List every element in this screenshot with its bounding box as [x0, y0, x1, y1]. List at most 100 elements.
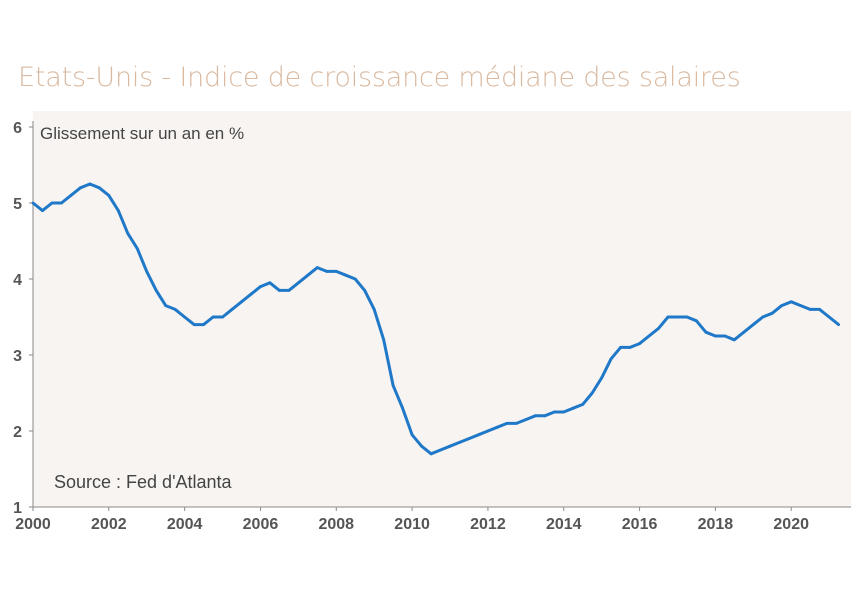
data-point — [647, 334, 651, 338]
data-point — [259, 285, 262, 288]
data-point — [50, 201, 54, 205]
data-point — [126, 232, 130, 235]
plot-background — [33, 111, 851, 507]
data-point — [600, 376, 604, 380]
chart-title: Etats-Unis - Indice de croissance médian… — [18, 62, 741, 93]
data-point — [467, 437, 471, 440]
data-point — [60, 201, 63, 205]
data-point — [353, 277, 357, 281]
data-point — [524, 418, 528, 421]
data-point — [344, 273, 348, 277]
data-point — [533, 414, 537, 418]
x-tick-label: 2020 — [773, 516, 809, 533]
x-tick-labels: 2000 2002 2004 2006 2008 2010 2012 2014 2016 2018… — [15, 507, 809, 533]
data-point — [382, 338, 386, 342]
y-axis-label: Glissement sur un an en % — [40, 124, 244, 143]
data-point — [770, 311, 774, 315]
data-point — [827, 315, 831, 319]
y-tick-label: 4 — [13, 272, 22, 289]
data-point — [808, 308, 812, 311]
y-tick-label: 6 — [13, 120, 22, 137]
data-point — [173, 308, 177, 311]
data-point — [505, 422, 509, 425]
data-point — [78, 186, 82, 190]
x-tick-label: 2018 — [698, 516, 734, 533]
x-tick-label: 2006 — [243, 516, 279, 533]
data-point — [448, 444, 452, 448]
x-tick-label: 2016 — [622, 516, 658, 533]
data-point — [192, 323, 196, 326]
data-point — [429, 452, 433, 456]
data-point — [240, 300, 243, 304]
x-tick-label: 2014 — [546, 516, 582, 533]
data-point — [69, 194, 73, 197]
data-point — [562, 410, 566, 414]
x-tick-label: 2004 — [167, 516, 203, 533]
data-point — [401, 406, 405, 410]
y-tick-labels: 1 2 3 4 5 6 — [13, 120, 33, 517]
data-point — [609, 357, 613, 361]
data-point — [391, 384, 395, 387]
data-point — [789, 300, 793, 304]
data-point — [97, 186, 101, 190]
data-point — [420, 444, 423, 448]
x-tick-label: 2010 — [394, 516, 430, 533]
data-point — [628, 346, 632, 349]
y-tick-label: 2 — [13, 424, 22, 441]
data-point — [296, 281, 300, 285]
data-point — [145, 270, 149, 273]
data-point — [496, 425, 499, 429]
data-point — [685, 315, 689, 319]
source-note: Source : Fed d'Atlanta — [54, 472, 233, 492]
data-point — [315, 266, 319, 269]
data-point — [372, 308, 376, 311]
data-point — [477, 433, 480, 437]
data-point — [439, 448, 442, 452]
data-point — [799, 304, 803, 307]
data-point — [249, 292, 253, 296]
data-point — [363, 289, 367, 292]
data-point — [590, 391, 594, 395]
data-point — [742, 330, 746, 334]
data-point — [780, 304, 784, 307]
data-point — [723, 334, 727, 338]
series-points — [31, 182, 840, 456]
axes — [32, 121, 851, 508]
data-point — [552, 410, 556, 414]
data-point — [818, 308, 822, 311]
data-point — [230, 308, 234, 311]
data-point — [581, 403, 585, 406]
data-point — [202, 323, 205, 326]
data-point — [410, 433, 414, 437]
x-tick-label: 2008 — [318, 516, 354, 533]
series-line-wage-growth — [32, 182, 840, 456]
data-point — [458, 441, 461, 444]
data-point — [268, 281, 272, 285]
data-point — [837, 323, 840, 326]
data-point — [41, 209, 44, 213]
data-point — [164, 304, 168, 307]
data-point — [325, 270, 329, 273]
data-point — [713, 334, 717, 338]
data-point — [306, 273, 310, 277]
data-point — [676, 315, 679, 319]
data-point — [732, 338, 736, 342]
data-point — [31, 201, 35, 205]
data-point — [88, 182, 92, 186]
x-tick-label: 2000 — [15, 516, 51, 533]
data-point — [135, 247, 139, 251]
data-point — [486, 429, 490, 433]
data-point — [571, 406, 575, 410]
data-point — [761, 315, 765, 319]
data-point — [221, 315, 224, 319]
data-point — [657, 327, 660, 330]
data-point — [751, 323, 755, 326]
data-point — [334, 270, 338, 273]
data-point — [666, 315, 670, 319]
data-point — [514, 422, 518, 425]
data-point — [116, 209, 120, 213]
data-point — [278, 289, 281, 292]
data-point — [287, 289, 291, 292]
data-point — [543, 414, 547, 418]
